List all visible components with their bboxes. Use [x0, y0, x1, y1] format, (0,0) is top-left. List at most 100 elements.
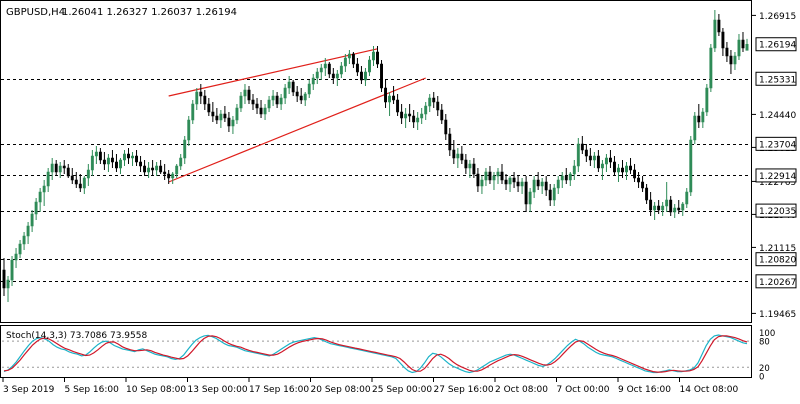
candle [110, 150, 114, 168]
candle [685, 188, 689, 208]
candle-body [10, 259, 14, 281]
candle-body [524, 181, 528, 205]
ohlc-quote: 1.26041 1.26327 1.26037 1.26194 [62, 7, 237, 18]
candle [649, 192, 653, 216]
candle [247, 86, 251, 104]
candle-body [147, 167, 151, 173]
candle-body [106, 157, 110, 165]
stoch-tick-label: 100 [759, 329, 775, 339]
candle-body [745, 43, 749, 51]
candle-body [203, 95, 207, 105]
candle [263, 104, 267, 120]
candle-body [528, 191, 532, 205]
level-label-4: 1.20820 [759, 256, 796, 266]
candle-body [94, 151, 98, 157]
candle-body [645, 187, 649, 201]
candle-body [119, 159, 122, 169]
candle-body [388, 95, 392, 103]
candle-body [179, 157, 183, 167]
candle-body [347, 53, 351, 59]
candle [604, 154, 608, 172]
candle [641, 176, 645, 192]
candle [239, 92, 243, 112]
candle-body [741, 39, 745, 49]
candle [440, 104, 444, 124]
candle [74, 172, 78, 188]
candle-body [476, 173, 480, 187]
candle-body [42, 185, 46, 193]
time-tick-label: 10 Sep 08:00 [126, 385, 186, 395]
candle-body [440, 109, 444, 121]
price-tick-label: 1.22765 [759, 178, 796, 188]
candle-body [480, 179, 484, 187]
candle-body [392, 95, 396, 101]
candle-body [649, 199, 653, 211]
candle [592, 152, 596, 168]
candle-body [155, 165, 159, 171]
candle-body [163, 171, 167, 175]
candle [689, 136, 693, 196]
candle [596, 150, 600, 172]
candle-body [404, 113, 408, 119]
candle [625, 162, 628, 180]
candle [608, 150, 612, 168]
candle-body [271, 95, 275, 101]
candle [508, 176, 512, 192]
candle-body [219, 113, 223, 121]
candle-body [343, 57, 347, 67]
candle [492, 172, 496, 190]
candle-body [420, 113, 424, 119]
candle [392, 86, 396, 104]
time-tick-label: 9 Oct 16:00 [618, 385, 671, 395]
candle-body [215, 115, 219, 121]
candle [199, 84, 203, 104]
candle-body [18, 243, 22, 255]
candle [617, 164, 620, 182]
candle [26, 222, 30, 244]
candle-body [548, 189, 552, 201]
candle-body [484, 171, 488, 181]
candle [323, 58, 327, 76]
candle-body [564, 175, 568, 181]
candle [279, 94, 283, 110]
candle [207, 98, 211, 116]
price-tick-label: 1.21115 [759, 244, 796, 254]
candle-body [335, 73, 339, 79]
candle [376, 46, 379, 68]
candle-body [2, 269, 6, 289]
candle-body [376, 51, 379, 65]
candle-body [500, 171, 504, 181]
candle [62, 160, 66, 174]
time-tick-label: 7 Oct 00:00 [557, 385, 610, 395]
candle [86, 164, 90, 186]
trendline-1[interactable] [168, 77, 426, 183]
candle-body [327, 63, 331, 75]
stoch-signal-line [3, 335, 748, 373]
candle [235, 104, 239, 124]
candle-body [532, 179, 536, 193]
candle-body [263, 107, 267, 115]
candle [6, 276, 10, 302]
candle-body [412, 115, 416, 123]
candle-body [279, 97, 283, 105]
candle [677, 200, 681, 214]
level-label-1: 1.23704 [759, 140, 796, 150]
candle-body [661, 205, 665, 211]
horizontal-levels [1, 79, 751, 282]
candle-body [665, 199, 669, 207]
level-label-3: 1.22035 [759, 207, 796, 217]
candle-body [251, 99, 255, 105]
candle [629, 158, 632, 174]
candle [231, 116, 235, 134]
candle-body [717, 19, 721, 33]
candle [600, 160, 604, 180]
candle [82, 176, 86, 194]
candle-body [98, 151, 102, 161]
candle-body [657, 205, 661, 211]
candle [42, 180, 46, 206]
candle-body [307, 83, 311, 95]
candle [516, 176, 520, 192]
trendline-0[interactable] [168, 48, 378, 97]
candle [584, 144, 588, 162]
candle [90, 150, 94, 176]
